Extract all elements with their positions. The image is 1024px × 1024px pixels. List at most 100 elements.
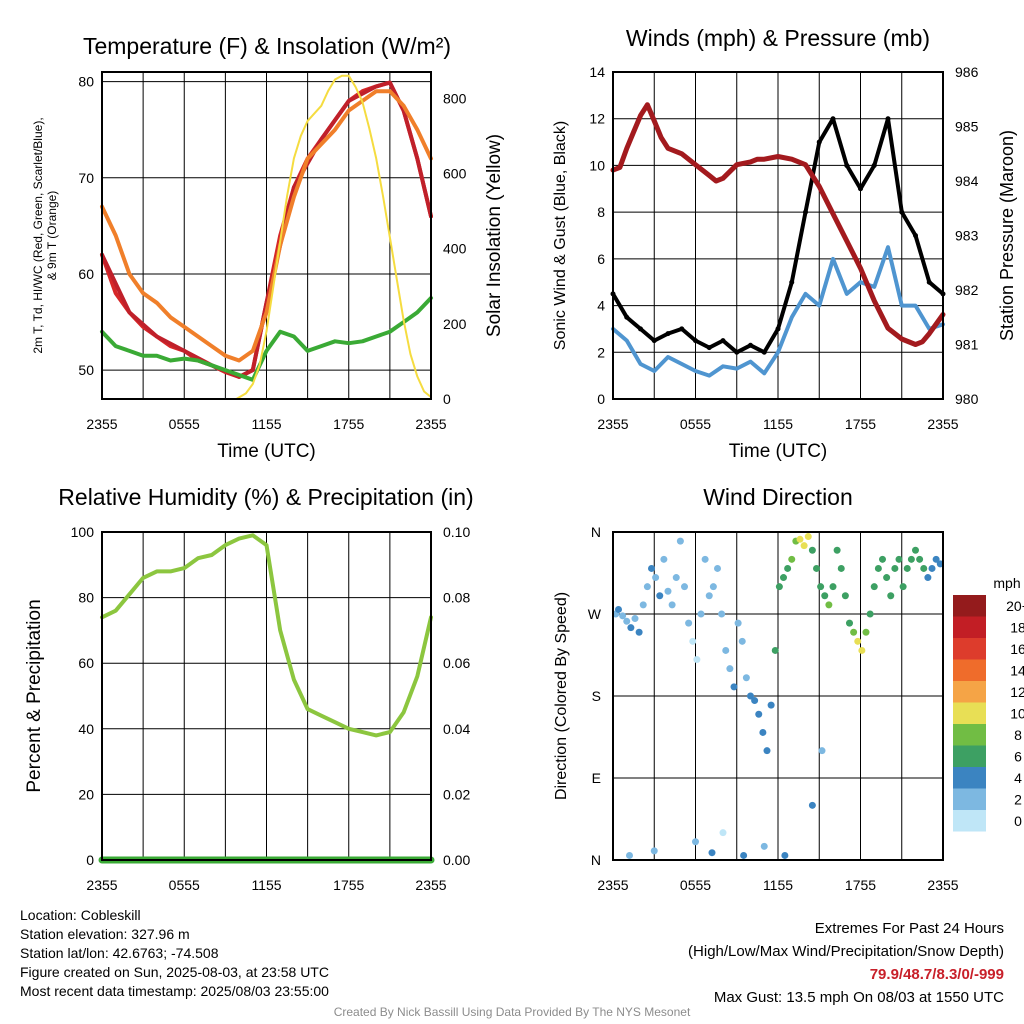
legend-label: 8 — [1014, 727, 1022, 743]
y-tick-label-right: 600 — [443, 165, 467, 181]
direction-point — [718, 610, 726, 618]
direction-point — [709, 583, 717, 591]
direction-point — [862, 628, 870, 636]
y-tick-label: 14 — [589, 64, 605, 80]
legend-swatch — [953, 745, 986, 767]
x-tick-label: 1755 — [845, 416, 876, 432]
gust-point — [789, 279, 795, 285]
y-tick-label: 6 — [597, 251, 605, 267]
y-tick-label-right: 984 — [955, 173, 979, 189]
direction-point — [668, 601, 676, 609]
x-tick-label: 2355 — [927, 877, 958, 893]
y-axis-label: Percent & Precipitation — [24, 599, 45, 792]
gust-point — [885, 116, 891, 122]
direction-point — [788, 555, 796, 563]
gust-point — [775, 326, 781, 332]
y-tick-label: 4 — [597, 298, 605, 314]
direction-point — [883, 574, 891, 582]
legend-label: 12 — [1010, 684, 1024, 700]
direction-point — [672, 574, 680, 582]
x-tick-label: 1155 — [763, 877, 793, 893]
x-tick-label: 1155 — [251, 877, 281, 893]
credit-text: Created By Nick Bassill Using Data Provi… — [333, 1005, 691, 1019]
y-axis-label-line: 2m T, Td, HI/WC (Red, Green, Scarlet/Blu… — [31, 117, 45, 353]
y-tick-label: 0 — [597, 391, 605, 407]
direction-point — [627, 624, 635, 632]
y-tick-label: 8 — [597, 204, 605, 220]
y-tick-label-right: 400 — [443, 241, 467, 257]
y-tick-label: 60 — [78, 655, 94, 671]
gust-point — [624, 314, 630, 320]
y-tick-label-right: 985 — [955, 119, 979, 135]
direction-point — [833, 546, 841, 554]
x-tick-label: 2355 — [415, 416, 446, 432]
direction-point — [705, 592, 713, 600]
direction-point — [817, 583, 825, 591]
direction-point — [693, 656, 701, 664]
gust-point — [693, 338, 698, 344]
direction-point — [701, 555, 709, 563]
gust-point — [913, 233, 918, 238]
y-tick-label: 70 — [78, 170, 94, 186]
direction-point — [631, 615, 639, 623]
direction-point — [742, 674, 750, 682]
y-tick-label: 80 — [78, 590, 94, 606]
direction-point — [932, 555, 940, 563]
gust-point — [706, 345, 712, 351]
x-axis-label: Time (UTC) — [217, 441, 316, 462]
meteogram-canvas: Temperature (F) & Insolation (W/m²) 2355 0… — [24, 25, 1024, 893]
extremes-info: Extremes For Past 24 Hours (High/Low/Max… — [688, 917, 1004, 1009]
direction-point — [730, 683, 738, 691]
legend-swatch — [953, 616, 986, 638]
x-axis-label: Time (UTC) — [729, 441, 828, 462]
y-tick-label: E — [592, 770, 601, 786]
legend-swatch — [953, 659, 986, 681]
panel-title: Relative Humidity (%) & Precipitation (i… — [58, 484, 473, 510]
legend-swatch — [953, 595, 986, 617]
direction-point — [804, 533, 812, 541]
direction-point — [650, 847, 658, 855]
legend-label: 16 — [1010, 641, 1024, 657]
direction-point — [635, 628, 643, 636]
direction-point — [660, 555, 668, 563]
y-axis-label-line: & 9m T (Orange) — [45, 191, 59, 281]
panel-frame — [612, 71, 944, 400]
direction-point — [623, 617, 631, 625]
direction-point — [664, 587, 672, 595]
y-tick-label-right: 0.02 — [443, 786, 470, 802]
direction-point — [759, 728, 767, 736]
direction-point — [656, 592, 664, 600]
direction-point — [751, 697, 759, 705]
gust-point — [858, 186, 863, 192]
legend-swatch — [953, 724, 986, 746]
direction-point — [924, 574, 932, 582]
direction-point — [858, 646, 866, 654]
direction-point — [818, 747, 826, 755]
panel-title: Temperature (F) & Insolation (W/m²) — [83, 33, 451, 59]
max-gust-text: Max Gust: 13.5 mph On 08/03 at 1550 UTC — [713, 989, 1004, 1006]
x-tick-label: 2355 — [415, 877, 446, 893]
y-tick-label: 60 — [78, 266, 94, 282]
series-line-sonic-wind — [611, 245, 945, 378]
legend-label: 4 — [1014, 770, 1022, 786]
x-tick-label: 1755 — [333, 877, 364, 893]
extremes-description: (High/Low/Max Wind/Precipitation/Snow De… — [688, 943, 1004, 960]
direction-point — [780, 574, 787, 582]
direction-point — [916, 555, 924, 563]
legend-label: 0 — [1014, 813, 1022, 829]
y-tick-label: 20 — [78, 786, 94, 802]
legend-swatch — [953, 638, 986, 660]
direction-point — [808, 801, 816, 809]
y-tick-label: 12 — [589, 111, 605, 127]
series-line-relative-humidity — [100, 533, 433, 738]
legend-swatch — [953, 702, 986, 724]
direction-point — [676, 537, 684, 545]
gust-point — [926, 279, 932, 285]
x-tick-label: 2355 — [86, 416, 117, 432]
y-axis-label-right: Solar Insolation (Yellow) — [484, 134, 505, 337]
direction-point — [825, 601, 833, 609]
legend-label: 10 — [1010, 706, 1024, 722]
gust-point — [830, 116, 836, 122]
series-line-2m-td — [100, 296, 433, 382]
series-line-solar-insolation — [101, 74, 432, 400]
